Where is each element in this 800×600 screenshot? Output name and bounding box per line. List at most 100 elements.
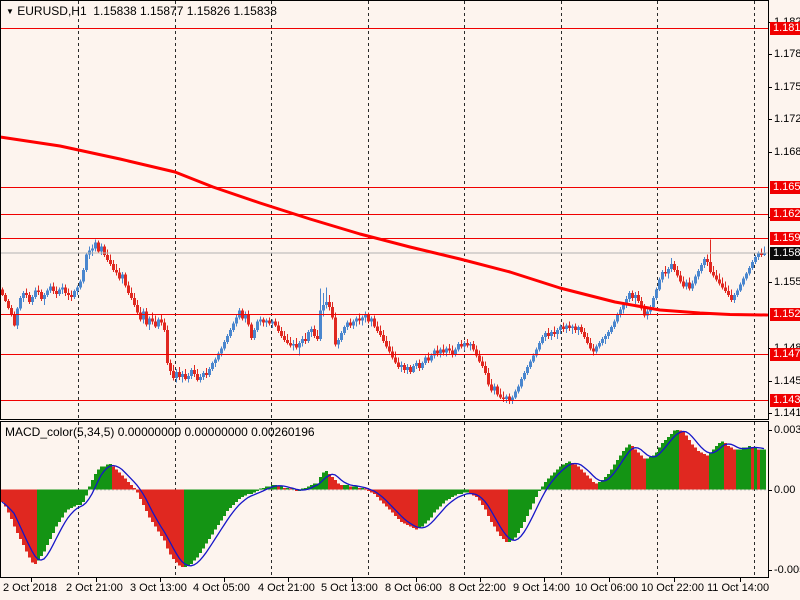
- macd-histogram-bar: [226, 489, 229, 512]
- macd-histogram-bar: [640, 455, 643, 490]
- macd-histogram-bar: [427, 489, 430, 521]
- candle-body: [22, 293, 25, 299]
- candle-body: [310, 329, 313, 333]
- macd-histogram-bar: [568, 461, 571, 490]
- macd-histogram-bar: [229, 489, 232, 509]
- candle-body: [55, 291, 58, 295]
- candle-body: [118, 272, 121, 279]
- macd-indicator-panel[interactable]: [0, 421, 769, 578]
- candle-body: [571, 326, 574, 329]
- candle-body: [208, 369, 211, 375]
- candle-body: [529, 361, 532, 368]
- macd-histogram-bar: [94, 474, 97, 490]
- macd-histogram-bar: [46, 489, 49, 546]
- candle-body: [514, 391, 517, 398]
- macd-histogram-bar: [604, 477, 607, 490]
- macd-histogram-bar: [607, 474, 610, 490]
- candle-body: [175, 371, 178, 378]
- macd-histogram-bar: [238, 489, 241, 499]
- candle-body: [211, 363, 214, 370]
- macd-histogram-bar: [652, 455, 655, 490]
- candle-body: [457, 343, 460, 350]
- macd-histogram-bar: [598, 481, 601, 490]
- macd-histogram-bar: [211, 489, 214, 535]
- macd-histogram-bar: [382, 489, 385, 504]
- candle-body: [754, 257, 757, 263]
- macd-histogram-bar: [49, 489, 52, 540]
- symbol-label: EURUSD,H1: [17, 4, 87, 18]
- candle-body: [757, 253, 760, 258]
- macd-histogram-bar: [169, 489, 172, 555]
- macd-histogram-bar: [436, 489, 439, 510]
- candle-body: [640, 300, 643, 309]
- candle-body: [625, 299, 628, 305]
- candle-body: [682, 281, 685, 287]
- time-tick-mark: [416, 578, 417, 582]
- macd-histogram-bar: [196, 489, 199, 558]
- macd-histogram-bar: [508, 489, 511, 543]
- macd-histogram-bar: [61, 489, 64, 518]
- candle-body: [667, 268, 670, 274]
- macd-histogram-bar: [712, 449, 715, 490]
- macd-histogram-bar: [697, 450, 700, 490]
- candle-body: [262, 319, 265, 323]
- time-tick-mark: [674, 578, 675, 582]
- candle-body: [346, 322, 349, 328]
- candle-body: [10, 307, 13, 315]
- candle-body: [337, 339, 340, 345]
- macd-histogram-bar: [202, 489, 205, 549]
- macd-histogram-bar: [469, 489, 472, 495]
- macd-histogram-bar: [325, 470, 328, 490]
- time-tick-label: 10 Oct 06:00: [575, 582, 638, 594]
- candle-body: [679, 275, 682, 282]
- macd-histogram-bar: [7, 489, 10, 513]
- macd-histogram-bar: [703, 453, 706, 490]
- candle-body: [673, 263, 676, 270]
- candle-body: [637, 295, 640, 301]
- time-axis[interactable]: 2 Oct 2018 2 Oct 21:00 3 Oct 13:00 4 Oct 05…: [0, 578, 769, 600]
- main-price-chart[interactable]: [0, 0, 769, 420]
- price-axis[interactable]: 1.182101.178801.175401.172101.168701.162…: [769, 0, 800, 600]
- macd-histogram-bar: [664, 439, 667, 490]
- candle-body: [319, 310, 322, 339]
- price-line-badge: 1.16235: [770, 208, 800, 221]
- candle-body: [700, 264, 703, 271]
- macd-histogram-bar: [727, 446, 730, 490]
- macd-chart-canvas[interactable]: [0, 421, 769, 578]
- macd-histogram-bar: [52, 489, 55, 533]
- candlestick-chart-canvas[interactable]: [0, 0, 769, 420]
- candle-body: [676, 269, 679, 276]
- macd-histogram-bar: [328, 474, 331, 490]
- candle-body: [565, 325, 568, 330]
- time-tick-mark: [31, 578, 32, 582]
- macd-histogram-bar: [742, 447, 745, 490]
- time-tick-mark: [352, 578, 353, 582]
- candle-body: [61, 287, 64, 290]
- macd-histogram-bar: [262, 487, 265, 490]
- candle-body: [373, 318, 376, 327]
- macd-histogram-bar: [523, 489, 526, 523]
- candle-body: [190, 370, 193, 376]
- macd-histogram-bar: [586, 475, 589, 490]
- candle-body: [16, 308, 19, 326]
- macd-histogram-bar: [151, 489, 154, 523]
- candle-body: [316, 335, 319, 339]
- candle-body: [295, 343, 298, 348]
- candle-body: [376, 326, 379, 332]
- candle-body: [745, 273, 748, 279]
- candle-body: [259, 319, 262, 322]
- macd-histogram-bar: [241, 489, 244, 498]
- candle-body: [88, 250, 91, 255]
- macd-histogram-bar: [283, 487, 286, 490]
- time-tick-mark: [740, 578, 741, 582]
- candle-body: [760, 253, 763, 256]
- macd-histogram-bar: [439, 489, 442, 507]
- candle-body: [697, 270, 700, 277]
- macd-histogram-bar: [172, 489, 175, 560]
- macd-histogram-bar: [484, 489, 487, 510]
- macd-histogram-bar: [22, 489, 25, 546]
- candle-body: [535, 349, 538, 356]
- candle-body: [151, 318, 154, 322]
- macd-histogram-bar: [256, 489, 259, 492]
- candle-body: [121, 274, 124, 279]
